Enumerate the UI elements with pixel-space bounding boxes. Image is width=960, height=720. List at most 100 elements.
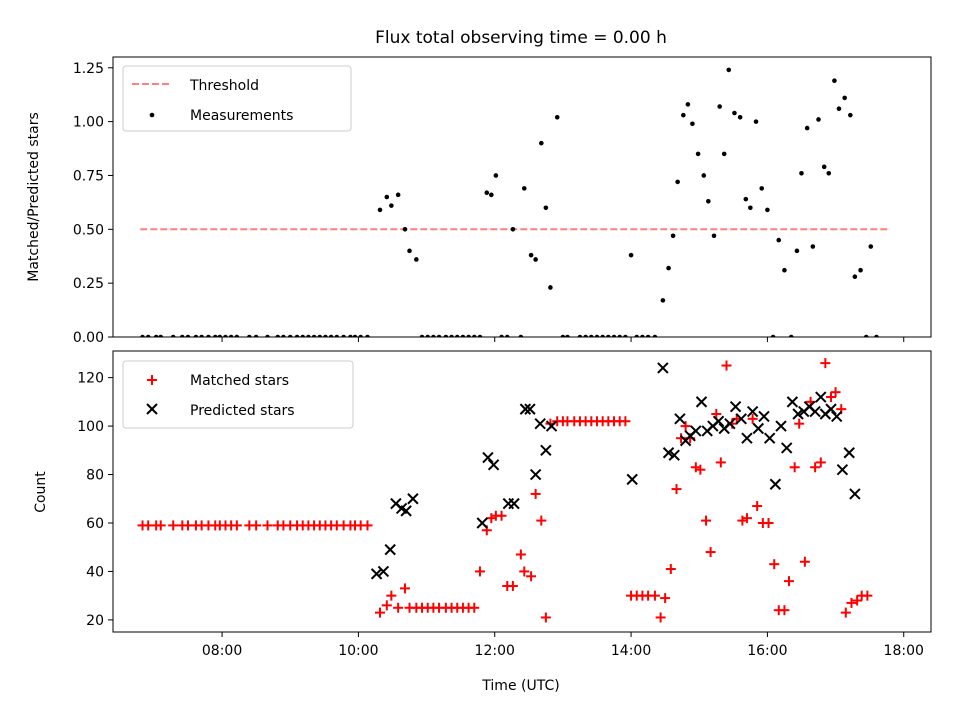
measurements-point <box>306 334 311 337</box>
measurements-point <box>395 192 401 198</box>
measurements-point <box>223 334 228 337</box>
measurements-point <box>717 104 722 109</box>
measurements-point <box>193 334 199 337</box>
count-axes-frame <box>112 350 932 633</box>
matched-stars-point <box>810 462 821 473</box>
measurements-point <box>826 171 832 176</box>
measurements-point <box>685 102 691 107</box>
measurements-point <box>407 248 412 254</box>
matched-stars-point <box>655 612 666 623</box>
measurements-point <box>477 334 483 337</box>
measurements-point <box>341 334 346 337</box>
measurements-point <box>548 285 553 290</box>
measurements-point <box>832 78 837 83</box>
predicted-stars-point <box>729 401 742 413</box>
measurements-point <box>358 334 363 337</box>
measurements-point <box>253 334 259 337</box>
measurements-point <box>737 115 743 120</box>
matched-stars-point <box>155 520 166 531</box>
matched-stars-point <box>799 556 810 567</box>
measurements-point <box>848 112 853 118</box>
matched-stars-series <box>137 358 873 623</box>
y-tick-label: 20 <box>86 613 104 629</box>
measurements-point <box>170 334 176 337</box>
matched-stars-point <box>251 520 262 531</box>
measurements-point <box>606 334 611 337</box>
predicted-stars-point <box>724 417 736 430</box>
measurements-point <box>874 334 879 337</box>
chart-title: Flux total observing time = 0.00 h <box>375 28 667 48</box>
measurements-point <box>185 334 191 337</box>
measurements-point <box>365 334 370 337</box>
count-legend-box <box>122 360 354 429</box>
measurements-point <box>794 248 800 254</box>
measurements-point <box>765 207 770 213</box>
count-x-axis-ticks: 08:00 10:00 12:00 14:00 16:00 18:00 <box>202 632 924 659</box>
predicted-stars-point <box>849 488 861 500</box>
predicted-stars-point <box>735 413 747 425</box>
measurements-point <box>199 334 204 337</box>
predicted-stars-point <box>674 413 686 425</box>
predicted-stars-point <box>370 568 383 580</box>
measurements-point <box>721 151 727 157</box>
measurements-point <box>810 244 816 249</box>
y-tick-label: 60 <box>86 516 104 532</box>
matched-legend-label: Matched stars <box>190 373 289 389</box>
count-x-axis-label: Time (UTC) <box>481 678 559 694</box>
matched-stars-point <box>515 549 526 560</box>
measurements-point <box>499 334 504 337</box>
measurements-point <box>419 334 425 337</box>
ratio-x-axis-ticks <box>221 337 905 342</box>
matched-stars-point <box>690 462 701 473</box>
matched-stars-point <box>826 392 837 403</box>
y-tick-label: 1.25 <box>73 61 104 77</box>
measurements-point <box>206 334 211 337</box>
measurements-point <box>425 334 431 337</box>
measurements-point <box>628 252 634 258</box>
predicted-stars-point <box>377 565 390 578</box>
ratio-panel: 0.00 0.25 0.50 0.75 1.00 1.25 Matched/Predict… <box>26 56 932 346</box>
matched-stars-point <box>486 513 497 524</box>
ratio-legend: Threshold Measurements <box>122 65 352 132</box>
matched-stars-point <box>783 576 794 587</box>
measurements-point <box>600 334 605 337</box>
measurements-point <box>443 334 449 337</box>
measurements-point <box>145 334 151 337</box>
predicted-legend-label: Predicted stars <box>190 403 295 419</box>
measurements-point <box>690 121 695 127</box>
measurements-point <box>711 233 717 239</box>
matched-stars-point <box>374 607 385 618</box>
matched-stars-point <box>168 520 179 531</box>
predicted-stars-point <box>758 410 770 423</box>
measurements-point <box>695 151 701 157</box>
threshold-legend-label: Threshold <box>189 78 259 94</box>
ratio-y-axis-ticks: 0.00 0.25 0.50 0.75 1.00 1.25 <box>73 61 113 346</box>
measurements-point <box>726 67 732 73</box>
matched-stars-point <box>705 547 716 558</box>
matched-stars-point <box>737 515 748 526</box>
matched-stars-point <box>680 421 691 432</box>
y-tick-label: 0.00 <box>73 330 104 346</box>
measurements-point <box>666 265 671 271</box>
measurements-point <box>158 334 164 337</box>
matched-stars-point <box>536 515 547 526</box>
matched-stars-point <box>231 520 242 531</box>
measurements-point <box>521 186 527 191</box>
measurements-point <box>352 334 358 337</box>
predicted-stars-point <box>668 449 680 461</box>
measurements-point <box>510 227 516 232</box>
ratio-y-axis-label: Matched/Predicted stars <box>26 112 42 282</box>
matched-stars-point <box>794 418 805 429</box>
measurements-point <box>732 110 737 116</box>
matched-stars-point <box>507 580 518 591</box>
measurements-point <box>431 334 436 337</box>
predicted-stars-point <box>815 391 827 403</box>
measurements-point <box>281 334 286 337</box>
measurements-point <box>460 334 466 337</box>
y-tick-label: 120 <box>77 371 104 387</box>
measurements-point <box>770 334 776 337</box>
measurements-point <box>384 194 390 200</box>
matched-stars-point <box>779 605 790 616</box>
measurements-point <box>493 173 499 178</box>
predicted-stars-point <box>540 444 552 457</box>
